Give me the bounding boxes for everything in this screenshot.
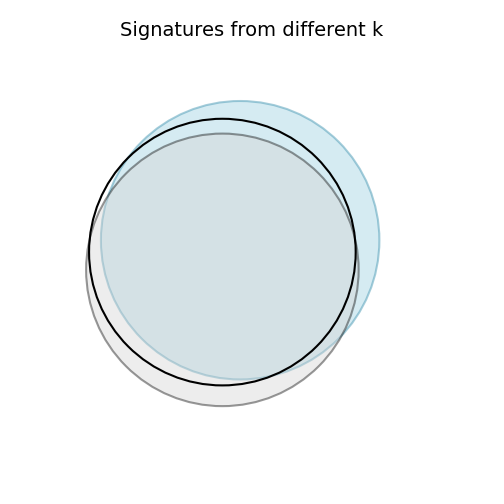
- Circle shape: [86, 134, 359, 406]
- Circle shape: [101, 101, 380, 380]
- Title: Signatures from different k: Signatures from different k: [120, 21, 384, 40]
